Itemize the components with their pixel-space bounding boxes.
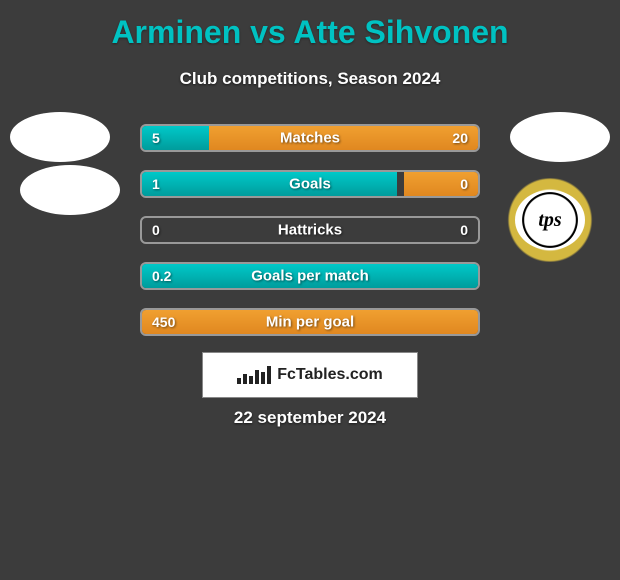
stat-left-value: 5 [152, 130, 160, 146]
date-text: 22 september 2024 [234, 408, 386, 428]
page-title: Arminen vs Atte Sihvonen [0, 0, 620, 51]
stat-bar-left [142, 172, 397, 196]
stat-label: Matches [280, 130, 340, 147]
team-right-logo-text: tps [515, 190, 585, 250]
stat-left-value: 0.2 [152, 268, 171, 284]
brand-card: FcTables.com [202, 352, 418, 398]
stat-right-value: 0 [460, 222, 468, 238]
stat-row: 5 20 Matches [140, 124, 480, 152]
team-right-logo-1 [510, 112, 610, 162]
stat-left-value: 450 [152, 314, 175, 330]
stat-right-value: 0 [460, 176, 468, 192]
team-left-logo-1 [10, 112, 110, 162]
stat-right-value: 20 [452, 130, 468, 146]
stat-label: Hattricks [278, 222, 342, 239]
stat-row: 1 0 Goals [140, 170, 480, 198]
subtitle: Club competitions, Season 2024 [0, 69, 620, 89]
stat-row: 0.2 Goals per match [140, 262, 480, 290]
stat-bar-right [209, 126, 478, 150]
team-left-logo-2 [20, 165, 120, 215]
stat-row: 0 0 Hattricks [140, 216, 480, 244]
stat-label: Goals per match [251, 268, 369, 285]
brand-text: FcTables.com [277, 366, 383, 384]
team-right-logo-2: tps [500, 178, 600, 262]
stat-label: Goals [289, 176, 331, 193]
stat-row: 450 Min per goal [140, 308, 480, 336]
bar-chart-icon [237, 366, 271, 384]
stats-bars: 5 20 Matches 1 0 Goals 0 0 Hattricks 0.2 Goals per… [140, 124, 480, 354]
stat-label: Min per goal [266, 314, 354, 331]
stat-left-value: 1 [152, 176, 160, 192]
stat-left-value: 0 [152, 222, 160, 238]
